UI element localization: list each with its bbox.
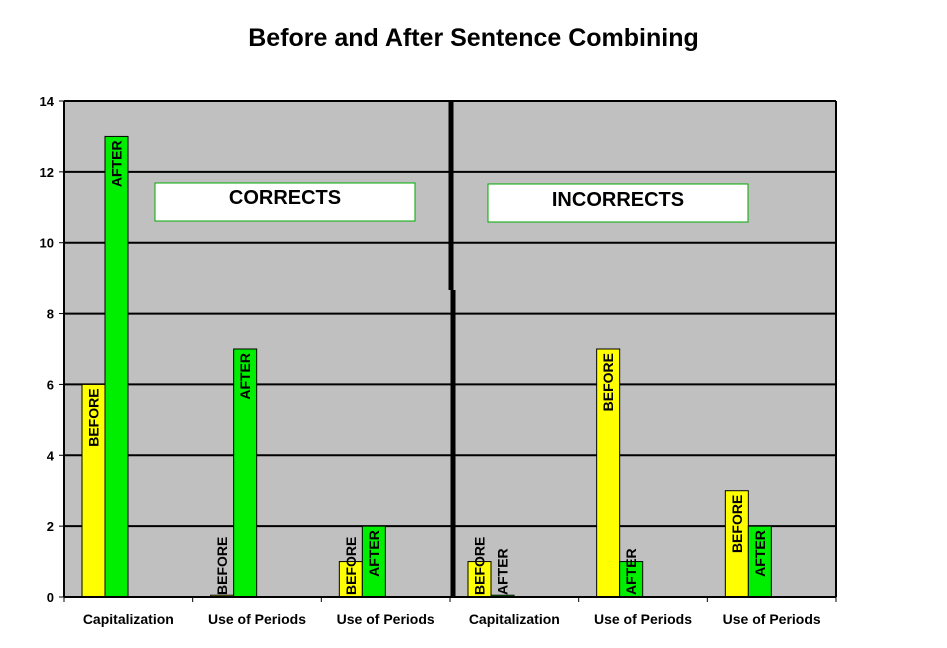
y-tick-label: 12 xyxy=(40,165,54,180)
y-tick-label: 0 xyxy=(47,590,54,605)
bar-label: BEFORE xyxy=(343,537,359,595)
bar-label: AFTER xyxy=(109,140,125,187)
axes xyxy=(59,100,837,602)
x-category-label: Use of Periods xyxy=(594,611,692,627)
x-category-label: Use of Periods xyxy=(337,611,435,627)
y-tick-label: 2 xyxy=(47,519,54,534)
y-axis-ticks: 0 2 4 6 8 10 12 14 xyxy=(40,94,55,605)
bar-label: BEFORE xyxy=(472,537,488,595)
x-category-label: Use of Periods xyxy=(723,611,821,627)
bar-label: AFTER xyxy=(366,530,382,577)
annotation-corrects-text: CORRECTS xyxy=(229,187,341,209)
bar-label: BEFORE xyxy=(600,353,616,411)
bar-label: AFTER xyxy=(495,548,511,595)
bar-label: BEFORE xyxy=(729,495,745,553)
x-category-label: Capitalization xyxy=(83,611,174,627)
bar-label: AFTER xyxy=(623,548,639,595)
y-tick-label: 8 xyxy=(47,307,54,322)
y-tick-label: 14 xyxy=(40,94,55,109)
y-tick-label: 4 xyxy=(47,448,55,463)
y-tick-label: 6 xyxy=(47,377,54,392)
bar-label: BEFORE xyxy=(86,388,102,446)
x-category-label: Use of Periods xyxy=(208,611,306,627)
annotation-incorrects-text: INCORRECTS xyxy=(552,189,684,211)
x-axis-categories: Capitalization Use of Periods Use of Perio… xyxy=(83,611,821,627)
annotation-corrects: CORRECTS xyxy=(154,182,416,222)
bar-label: AFTER xyxy=(237,353,253,400)
y-tick-label: 10 xyxy=(40,236,54,251)
x-category-label: Capitalization xyxy=(469,611,560,627)
annotation-incorrects: INCORRECTS xyxy=(487,183,749,223)
chart-title: Before and After Sentence Combining xyxy=(248,24,699,52)
bars-layer: BEFORE AFTER BEFORE AFTER BEFORE AFTER BEFORE A… xyxy=(81,135,772,598)
bar-label: AFTER xyxy=(752,530,768,577)
bar-label: BEFORE xyxy=(214,537,230,595)
bar-after xyxy=(104,135,129,598)
